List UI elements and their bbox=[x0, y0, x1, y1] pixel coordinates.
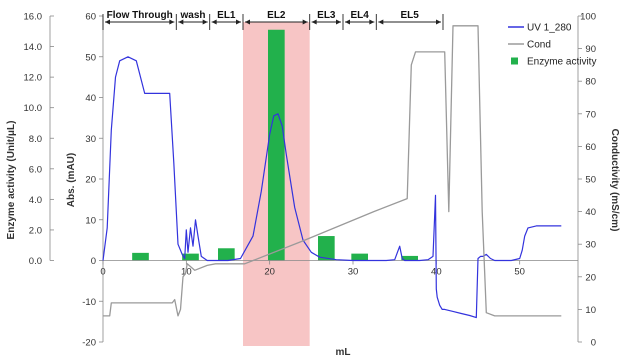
y-mau-tick-label: 20 bbox=[85, 175, 96, 186]
fraction-arrow-left bbox=[345, 19, 350, 25]
y-cond-tick-label: 100 bbox=[580, 12, 596, 23]
y-axis-label-enzyme: Enzyme activity (Unit/μL) bbox=[6, 121, 17, 240]
y-enzyme-tick-label: 10.0 bbox=[24, 103, 43, 114]
legend: UV 1_280 Cond Enzyme activity bbox=[508, 23, 596, 68]
fraction-arrow-right bbox=[302, 19, 308, 25]
enzyme-activity-bar bbox=[268, 29, 285, 261]
y-cond-tick-label: 40 bbox=[585, 207, 596, 218]
y-mau-tick-label: 10 bbox=[85, 215, 96, 226]
enzyme-activity-bar bbox=[401, 255, 418, 261]
y-axis-label-conductivity: Conductivity (mS/cm) bbox=[609, 129, 620, 232]
y-enzyme-tick-label: 4.0 bbox=[29, 195, 42, 206]
fraction-arrow-left bbox=[178, 19, 184, 25]
y-enzyme-tick-label: 14.0 bbox=[24, 42, 43, 53]
fraction-arrow-left bbox=[105, 19, 110, 25]
fraction-label: EL1 bbox=[217, 10, 236, 21]
fraction-arrow-right bbox=[336, 19, 341, 25]
uv-series-line bbox=[102, 56, 562, 319]
y-cond-tick-label: 50 bbox=[585, 175, 596, 186]
fractions-layer: Flow Through wash EL1 EL2 EL3 EL4 EL5 bbox=[102, 10, 444, 30]
y-enzyme-tick-label: 2.0 bbox=[29, 225, 42, 236]
fraction-label: wash bbox=[179, 10, 205, 21]
y-enzyme-tick-label: 6.0 bbox=[29, 164, 42, 175]
x-tick-label: 0 bbox=[100, 267, 105, 278]
enzyme-activity-bar bbox=[318, 236, 335, 261]
fraction-arrow-right bbox=[369, 19, 375, 25]
enzyme-activity-bar bbox=[132, 252, 149, 261]
fraction-arrow-right bbox=[202, 19, 208, 25]
y-mau-tick-label: 30 bbox=[85, 134, 96, 145]
y-cond-tick-label: 60 bbox=[585, 142, 596, 153]
y-mau-tick-label: -20 bbox=[82, 338, 96, 349]
y-enzyme-tick-label: 8.0 bbox=[29, 134, 42, 145]
fraction-arrow-right bbox=[236, 19, 241, 25]
conductivity-series-line bbox=[103, 25, 562, 317]
y-cond-tick-label: 90 bbox=[585, 44, 596, 55]
fraction-arrow-left bbox=[311, 19, 317, 25]
fraction-label: EL2 bbox=[267, 10, 286, 21]
x-tick-label: 20 bbox=[264, 267, 275, 278]
y-mau-tick-label: 40 bbox=[85, 93, 96, 104]
y-mau-tick-label: 0 bbox=[91, 256, 96, 267]
x-tick-label: 50 bbox=[514, 267, 525, 278]
fraction-arrow-right bbox=[169, 19, 175, 25]
legend-label: Cond bbox=[527, 40, 551, 51]
y-cond-tick-label: 10 bbox=[585, 305, 596, 316]
enzyme-activity-bar bbox=[351, 253, 368, 261]
fraction-label: EL3 bbox=[317, 10, 336, 21]
y-axis-label-mau: Abs. (mAU) bbox=[66, 153, 77, 207]
y-cond-tick-label: 0 bbox=[591, 338, 596, 349]
y-cond-tick-label: 70 bbox=[585, 109, 596, 120]
y-mau-tick-label: 60 bbox=[85, 12, 96, 23]
x-tick-label: 30 bbox=[348, 267, 359, 278]
y-enzyme-tick-label: 0.0 bbox=[29, 256, 42, 267]
series-layer bbox=[102, 25, 562, 319]
y-mau-tick-label: -10 bbox=[82, 297, 96, 308]
y-enzyme-tick-label: 12.0 bbox=[24, 73, 43, 84]
fraction-arrow-left bbox=[211, 19, 217, 25]
fraction-label: EL5 bbox=[400, 10, 419, 21]
fraction-label: Flow Through bbox=[107, 10, 173, 21]
y-cond-tick-label: 80 bbox=[585, 77, 596, 88]
enzyme-activity-bar bbox=[218, 248, 235, 261]
y-cond-tick-label: 20 bbox=[585, 272, 596, 283]
fraction-arrow-right bbox=[436, 19, 441, 25]
bars-layer bbox=[132, 29, 418, 261]
x-axis-label: mL bbox=[336, 347, 351, 358]
fraction-arrow-left bbox=[245, 19, 250, 25]
fraction-arrow-left bbox=[378, 19, 384, 25]
y-mau-tick-label: 50 bbox=[85, 52, 96, 63]
legend-label: UV 1_280 bbox=[527, 23, 572, 34]
legend-label: Enzyme activity bbox=[527, 57, 596, 68]
fraction-label: EL4 bbox=[350, 10, 369, 21]
y-cond-tick-label: 30 bbox=[585, 240, 596, 251]
enzyme-activity-bar bbox=[182, 253, 199, 261]
y-enzyme-tick-label: 16.0 bbox=[24, 12, 43, 23]
legend-swatch-box bbox=[511, 57, 518, 65]
